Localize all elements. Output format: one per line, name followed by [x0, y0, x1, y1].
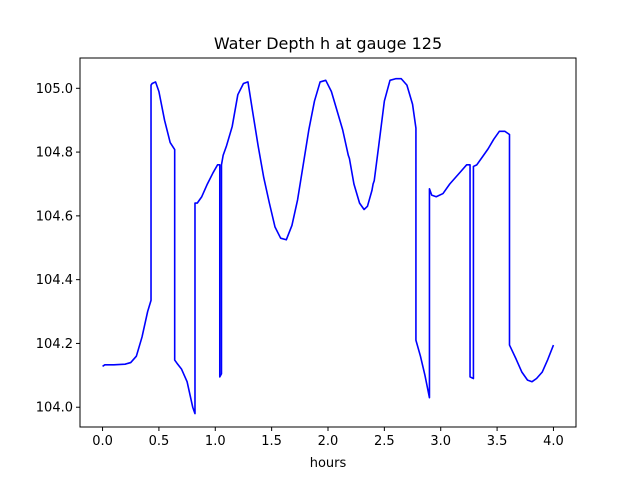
x-tick-label: 4.0 [543, 434, 564, 449]
y-tick-label: 104.8 [36, 146, 73, 161]
x-tick-label: 3.0 [430, 434, 451, 449]
x-tick-label: 0.0 [92, 434, 113, 449]
x-tick-label: 1.0 [205, 434, 226, 449]
x-tick-label: 3.5 [487, 434, 508, 449]
x-tick-label: 0.5 [149, 434, 170, 449]
x-axis-label: hours [310, 456, 347, 471]
y-tick-label: 104.6 [36, 209, 73, 224]
series-layer [102, 77, 555, 415]
x-tick-label: 2.0 [318, 434, 339, 449]
chart-title: Water Depth h at gauge 125 [214, 34, 442, 53]
y-axis-ticks: 104.0 104.2 104.4 104.6 104.8 105.0 [36, 82, 80, 416]
x-axis-ticks: 0.0 0.5 1.0 1.5 2.0 2.5 3.0 3.5 4.0 [92, 427, 564, 449]
y-tick-label: 104.2 [36, 337, 73, 352]
y-tick-label: 105.0 [36, 82, 73, 97]
y-tick-label: 104.4 [36, 273, 73, 288]
x-tick-label: 1.5 [261, 434, 282, 449]
x-tick-label: 2.5 [374, 434, 395, 449]
series-line-0 [102, 77, 555, 415]
y-tick-label: 104.0 [36, 401, 73, 416]
